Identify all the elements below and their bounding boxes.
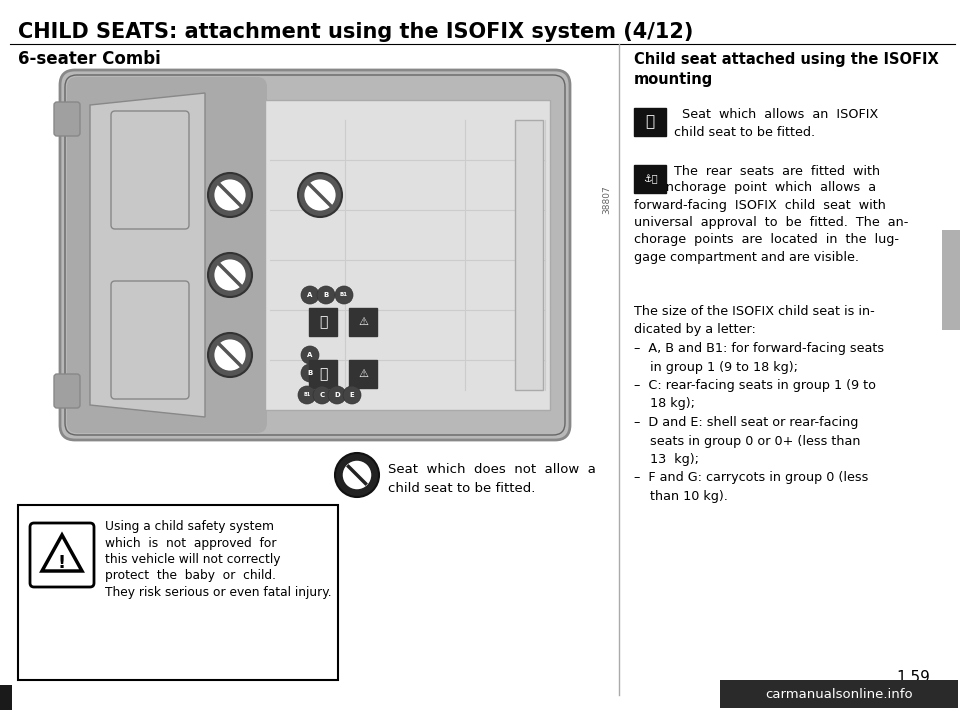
Text: 🚹: 🚹 [319, 315, 327, 329]
Polygon shape [90, 93, 205, 417]
FancyBboxPatch shape [18, 505, 338, 680]
Text: which  is  not  approved  for: which is not approved for [105, 537, 276, 550]
Text: A: A [307, 352, 313, 358]
Text: B: B [324, 292, 328, 298]
FancyBboxPatch shape [634, 108, 666, 136]
Text: ⚠: ⚠ [358, 369, 368, 379]
FancyBboxPatch shape [0, 685, 12, 710]
Circle shape [343, 386, 361, 404]
Text: B: B [307, 370, 313, 376]
Text: 🚹: 🚹 [319, 367, 327, 381]
Text: Seat  which  does  not  allow  a
child seat to be fitted.: Seat which does not allow a child seat t… [388, 463, 596, 495]
Text: The  rear  seats  are  fitted  with: The rear seats are fitted with [674, 165, 880, 178]
Circle shape [335, 286, 353, 304]
Text: D: D [334, 392, 340, 398]
Text: CHILD SEATS: attachment using the ISOFIX system (4/12): CHILD SEATS: attachment using the ISOFIX… [18, 22, 693, 42]
Text: B1: B1 [303, 393, 311, 398]
Text: They risk serious or even fatal injury.: They risk serious or even fatal injury. [105, 586, 331, 599]
Circle shape [213, 178, 247, 212]
FancyBboxPatch shape [111, 111, 189, 229]
Circle shape [341, 459, 373, 491]
FancyBboxPatch shape [111, 281, 189, 399]
Text: this vehicle will not correctly: this vehicle will not correctly [105, 553, 280, 566]
FancyBboxPatch shape [265, 100, 550, 410]
Text: Child seat attached using the ISOFIX
mounting: Child seat attached using the ISOFIX mou… [634, 52, 939, 87]
Circle shape [317, 286, 335, 304]
Text: protect  the  baby  or  child.: protect the baby or child. [105, 569, 276, 582]
Circle shape [313, 386, 331, 404]
Circle shape [208, 173, 252, 217]
FancyBboxPatch shape [515, 120, 543, 390]
Circle shape [208, 253, 252, 297]
Text: 6-seater Combi: 6-seater Combi [18, 50, 160, 68]
Text: ⚠: ⚠ [358, 317, 368, 327]
Circle shape [213, 338, 247, 372]
FancyBboxPatch shape [720, 680, 958, 708]
FancyBboxPatch shape [60, 70, 570, 440]
Text: Seat  which  allows  an  ISOFIX
child seat to be fitted.: Seat which allows an ISOFIX child seat t… [674, 108, 878, 138]
Text: ⚓🚹: ⚓🚹 [642, 174, 658, 184]
Polygon shape [42, 535, 82, 571]
Circle shape [208, 333, 252, 377]
FancyBboxPatch shape [634, 165, 666, 193]
FancyBboxPatch shape [349, 308, 377, 336]
Text: Using a child safety system: Using a child safety system [105, 520, 274, 533]
FancyBboxPatch shape [349, 360, 377, 388]
Text: A: A [307, 292, 313, 298]
FancyBboxPatch shape [54, 374, 80, 408]
Circle shape [298, 386, 316, 404]
Circle shape [213, 258, 247, 292]
FancyBboxPatch shape [942, 230, 960, 330]
Circle shape [328, 386, 346, 404]
Circle shape [301, 286, 319, 304]
Text: 1.59: 1.59 [896, 670, 930, 685]
Text: 🚹: 🚹 [645, 114, 655, 129]
Text: E: E [349, 392, 354, 398]
Text: The size of the ISOFIX child seat is in-
dicated by a letter:
–  A, B and B1: fo: The size of the ISOFIX child seat is in-… [634, 305, 884, 503]
Circle shape [303, 178, 337, 212]
Circle shape [335, 453, 379, 497]
Circle shape [298, 173, 342, 217]
FancyBboxPatch shape [309, 308, 337, 336]
Text: 38807: 38807 [603, 185, 612, 214]
Text: an  anchorage  point  which  allows  a
forward-facing  ISOFIX  child  seat  with: an anchorage point which allows a forwar… [634, 181, 908, 264]
Text: carmanualsonline.info: carmanualsonline.info [765, 687, 913, 701]
Circle shape [301, 346, 319, 364]
Text: !: ! [58, 554, 66, 572]
FancyBboxPatch shape [30, 523, 94, 587]
FancyBboxPatch shape [54, 102, 80, 136]
Text: B1: B1 [340, 293, 348, 297]
Circle shape [301, 364, 319, 382]
Text: C: C [320, 392, 324, 398]
FancyBboxPatch shape [67, 77, 267, 433]
FancyBboxPatch shape [309, 360, 337, 388]
